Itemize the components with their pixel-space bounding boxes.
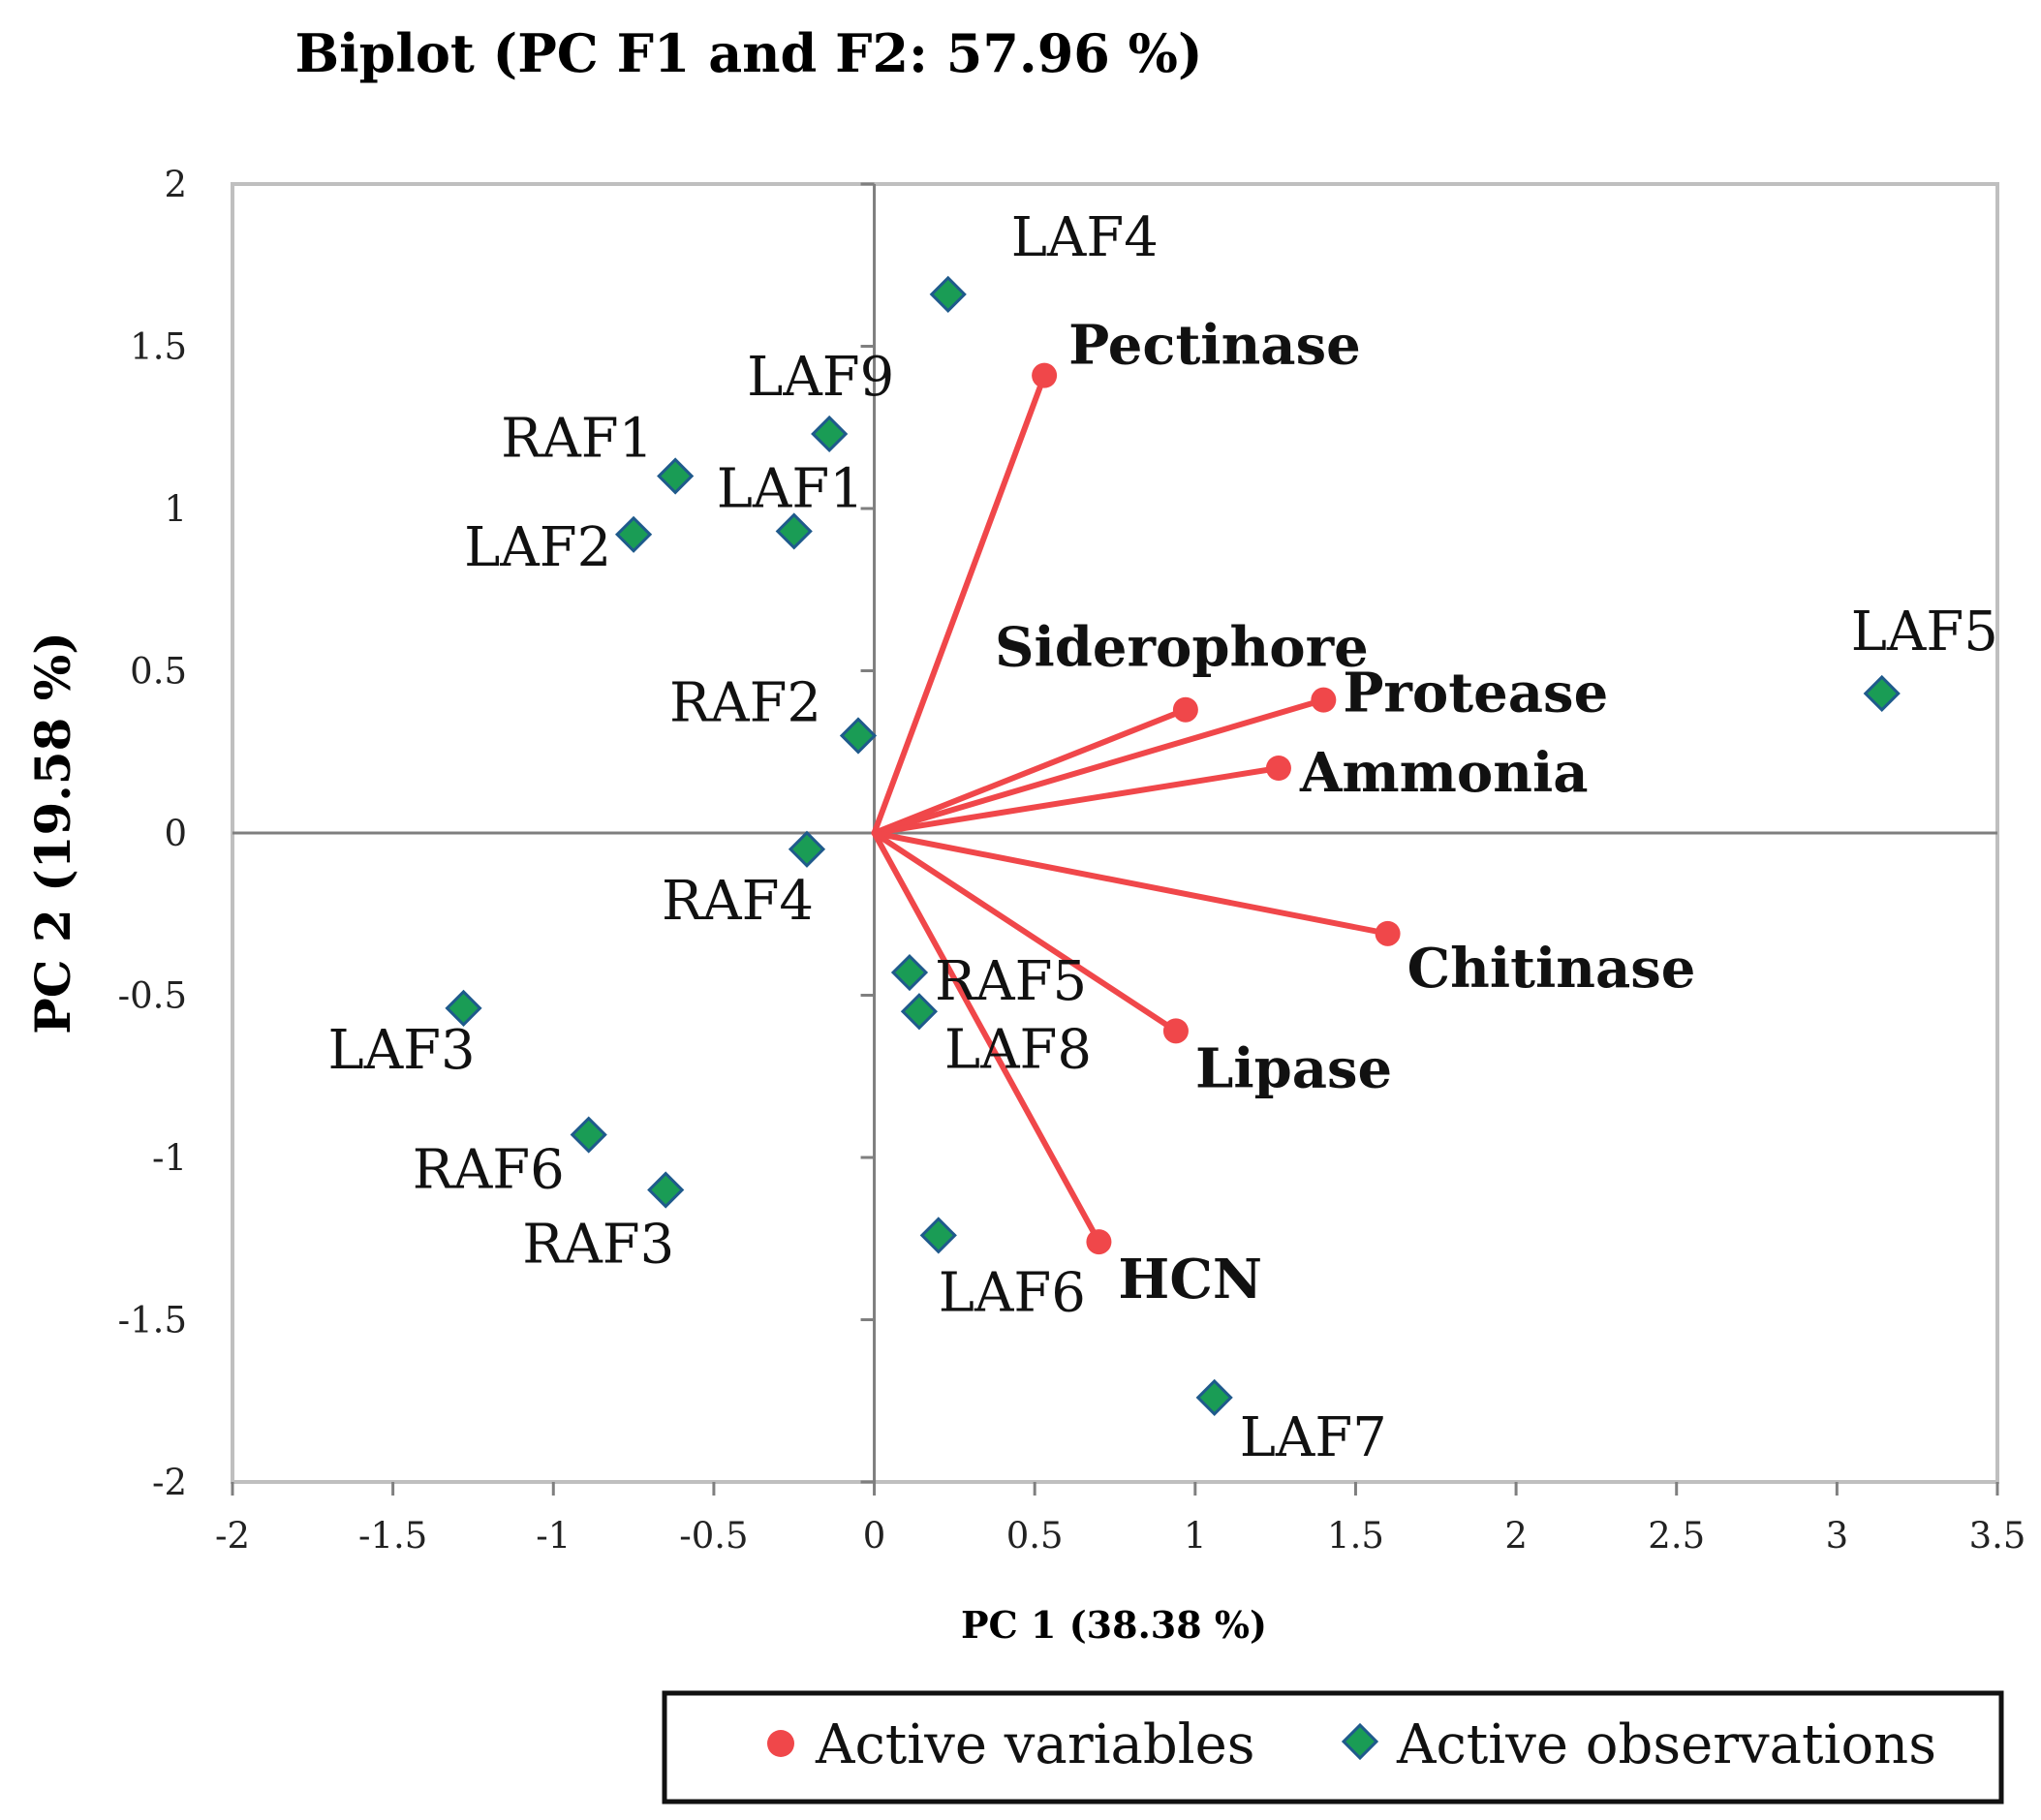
variable-label-chitinase: Chitinase xyxy=(1407,937,1696,1001)
y-tick-label: 0 xyxy=(164,813,187,854)
variable-point-hcn xyxy=(1086,1229,1112,1255)
observation-point-laf6 xyxy=(919,1217,957,1254)
variable-label-protease: Protease xyxy=(1343,662,1608,725)
variable-point-siderophore xyxy=(1172,696,1198,723)
variable-label-pectinase: Pectinase xyxy=(1068,314,1361,378)
y-tick-label: 0.5 xyxy=(130,651,187,693)
legend-observations-label: Active observations xyxy=(1396,1713,1936,1776)
observation-point-raf6 xyxy=(570,1116,607,1154)
variable-label-lipase: Lipase xyxy=(1195,1036,1392,1100)
observation-label-raf5: RAF5 xyxy=(935,950,1087,1013)
observation-point-laf3 xyxy=(445,989,482,1027)
chart-title: Biplot (PC F1 and F2: 57.96 %) xyxy=(294,22,1202,84)
observation-point-laf5 xyxy=(1863,674,1901,713)
x-tick-label: -0.5 xyxy=(679,1515,748,1557)
y-tick-label: -1 xyxy=(152,1137,187,1179)
observation-label-laf6: LAF6 xyxy=(939,1261,1086,1324)
observation-label-raf3: RAF3 xyxy=(522,1214,674,1277)
x-tick-label: 2.5 xyxy=(1648,1515,1705,1557)
observation-point-laf7 xyxy=(1195,1378,1233,1416)
x-tick-label: 0.5 xyxy=(1006,1515,1064,1557)
observation-point-raf3 xyxy=(647,1171,685,1209)
variable-label-hcn: HCN xyxy=(1118,1248,1262,1311)
variable-label-ammonia: Ammonia xyxy=(1299,741,1589,805)
observation-point-raf4 xyxy=(788,830,826,868)
x-tick-label: 2 xyxy=(1504,1515,1528,1557)
x-tick-label: -1.5 xyxy=(358,1515,427,1557)
legend-box xyxy=(662,1690,2004,1805)
observation-label-raf2: RAF2 xyxy=(669,672,821,735)
observation-label-raf6: RAF6 xyxy=(413,1139,565,1202)
y-tick-label: 2 xyxy=(164,164,187,205)
x-axis-title: PC 1 (38.38 %) xyxy=(961,1603,1267,1647)
vector-siderophore xyxy=(871,706,1189,836)
y-tick-label: 1 xyxy=(164,488,187,530)
vector-ammonia xyxy=(871,765,1282,836)
variable-label-siderophore: Siderophore xyxy=(995,616,1369,680)
legend: Active variables Active observations xyxy=(662,1690,2004,1805)
y-tick-label: -1.5 xyxy=(118,1300,187,1342)
observation-point-laf9 xyxy=(811,415,849,453)
x-tick-label: 3 xyxy=(1826,1515,1849,1557)
observation-label-raf4: RAF4 xyxy=(662,870,814,933)
x-tick-label: -1 xyxy=(536,1515,571,1557)
observation-point-laf2 xyxy=(614,515,653,553)
observation-label-laf5: LAF5 xyxy=(1851,601,1998,663)
variable-point-chitinase xyxy=(1375,920,1401,946)
observation-label-raf1: RAF1 xyxy=(501,408,653,471)
observation-label-laf3: LAF3 xyxy=(328,1019,476,1082)
legend-variables-label: Active variables xyxy=(815,1713,1255,1776)
plot-area: -2 -1.5 -1 -0.5 0 0.5 1 1.5 2 2.5 3 3.5 -2 -1.5 -1 -0.5… xyxy=(118,164,2026,1557)
observation-point-laf4 xyxy=(929,275,967,313)
vector-chitinase xyxy=(871,830,1391,937)
x-tick-label: 3.5 xyxy=(1969,1515,2026,1557)
y-tick-label: 1.5 xyxy=(130,326,187,368)
legend-variables-marker xyxy=(767,1730,794,1757)
variable-point-pectinase xyxy=(1032,362,1058,388)
y-tick-label: -2 xyxy=(152,1462,187,1503)
x-tick-label: -2 xyxy=(215,1515,250,1557)
vector-lipase xyxy=(871,830,1179,1034)
variable-point-lipase xyxy=(1162,1018,1189,1044)
x-tick-label: 1 xyxy=(1184,1515,1207,1557)
observation-label-laf2: LAF2 xyxy=(464,516,611,579)
vector-protease xyxy=(871,696,1327,836)
observation-label-laf1: LAF1 xyxy=(717,457,864,520)
variable-point-protease xyxy=(1311,687,1337,713)
observation-point-raf2 xyxy=(839,717,878,755)
observation-point-raf1 xyxy=(657,457,695,495)
legend-observations-marker xyxy=(1341,1722,1379,1761)
x-tick-label: 1.5 xyxy=(1327,1515,1384,1557)
vector-hcn xyxy=(871,830,1102,1246)
observation-point-raf5 xyxy=(890,953,929,992)
y-axis-title: PC 2 (19.58 %) xyxy=(24,632,81,1034)
x-tick-label: 0 xyxy=(863,1515,886,1557)
observation-label-laf4: LAF4 xyxy=(1011,206,1159,269)
observation-point-laf1 xyxy=(775,512,813,550)
observation-label-laf9: LAF9 xyxy=(747,346,894,409)
observation-point-laf8 xyxy=(900,993,939,1031)
observation-label-laf7: LAF7 xyxy=(1240,1406,1387,1469)
variable-point-ammonia xyxy=(1265,756,1291,781)
vector-pectinase xyxy=(871,372,1048,836)
observation-label-laf8: LAF8 xyxy=(944,1018,1092,1081)
y-tick-label: -0.5 xyxy=(118,975,187,1017)
